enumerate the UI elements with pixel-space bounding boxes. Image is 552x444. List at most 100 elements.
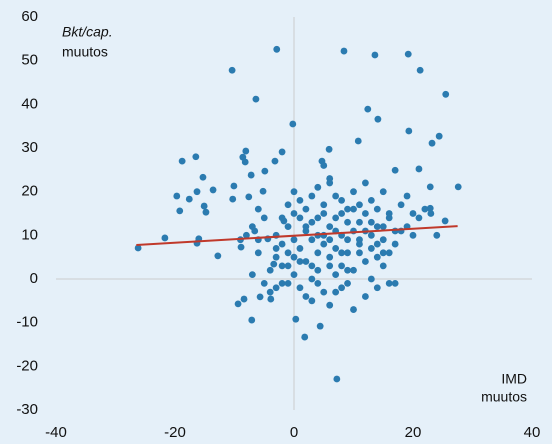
point xyxy=(362,210,369,217)
point xyxy=(292,315,300,323)
point xyxy=(254,249,262,257)
point xyxy=(290,253,298,261)
point xyxy=(314,249,322,257)
point xyxy=(373,284,381,292)
point xyxy=(415,214,423,222)
point xyxy=(332,288,340,296)
point xyxy=(326,253,334,261)
point xyxy=(367,197,375,204)
point xyxy=(296,197,304,204)
point xyxy=(435,132,443,140)
point xyxy=(373,253,381,261)
point xyxy=(379,236,387,244)
point xyxy=(290,210,298,217)
point xyxy=(326,301,334,309)
y-tick-label: 20 xyxy=(21,183,38,200)
point xyxy=(308,262,316,270)
point xyxy=(379,249,387,257)
point xyxy=(178,157,186,165)
point xyxy=(314,183,322,191)
point xyxy=(252,95,260,103)
point xyxy=(409,210,417,217)
point xyxy=(374,115,382,123)
point xyxy=(338,197,345,204)
y-tick-label: 0 xyxy=(30,270,38,287)
point xyxy=(173,192,181,200)
point xyxy=(385,249,393,257)
point xyxy=(267,295,275,303)
y-axis-label: muutos xyxy=(62,44,108,60)
point xyxy=(199,173,207,181)
point xyxy=(350,188,357,196)
point xyxy=(404,50,412,58)
point xyxy=(248,316,256,324)
point xyxy=(379,262,387,270)
point xyxy=(373,240,381,248)
point xyxy=(270,260,278,268)
y-tick-label: 50 xyxy=(21,52,38,69)
point xyxy=(272,284,280,292)
point xyxy=(228,66,236,74)
point xyxy=(302,293,310,300)
point xyxy=(278,148,286,156)
point xyxy=(284,223,292,231)
point xyxy=(290,271,298,279)
point xyxy=(320,162,328,169)
point xyxy=(416,66,424,74)
point xyxy=(302,258,310,265)
point xyxy=(454,183,462,191)
point xyxy=(256,293,264,301)
point xyxy=(308,275,316,283)
y-axis-label: Bkt/cap. xyxy=(62,24,113,40)
point xyxy=(266,288,274,296)
point xyxy=(289,120,297,128)
x-tick-label: -40 xyxy=(45,424,67,441)
point xyxy=(426,204,434,212)
point xyxy=(278,240,286,248)
point xyxy=(266,266,274,274)
point xyxy=(242,147,250,155)
point xyxy=(421,205,429,213)
point xyxy=(214,252,222,260)
point xyxy=(403,192,411,200)
point xyxy=(200,202,208,210)
point xyxy=(245,193,253,201)
point xyxy=(278,279,286,287)
point xyxy=(260,214,268,222)
point xyxy=(248,223,256,231)
point xyxy=(356,236,363,244)
point xyxy=(229,195,237,203)
point xyxy=(284,201,292,209)
point xyxy=(428,139,436,147)
point xyxy=(272,245,280,252)
point xyxy=(134,244,142,252)
x-tick-label: 20 xyxy=(405,424,422,441)
point xyxy=(379,223,387,231)
point xyxy=(326,223,334,231)
point xyxy=(290,236,298,244)
point xyxy=(350,306,357,313)
x-tick-label: -20 xyxy=(164,424,186,441)
x-tick-label: 0 xyxy=(290,424,298,441)
point xyxy=(320,288,328,296)
point xyxy=(371,51,379,59)
point xyxy=(409,231,417,239)
point xyxy=(354,137,362,145)
point xyxy=(271,157,279,165)
point xyxy=(308,192,316,200)
point xyxy=(314,214,322,222)
point xyxy=(356,201,363,209)
point xyxy=(338,249,345,257)
y-tick-label: 40 xyxy=(21,95,38,112)
point xyxy=(397,201,405,209)
point xyxy=(373,223,381,231)
point xyxy=(237,243,245,251)
point xyxy=(426,183,434,191)
point xyxy=(391,227,399,235)
point xyxy=(442,90,450,98)
point xyxy=(308,236,316,244)
point xyxy=(248,271,256,279)
point xyxy=(344,249,351,257)
point xyxy=(161,234,169,242)
point xyxy=(340,47,348,55)
